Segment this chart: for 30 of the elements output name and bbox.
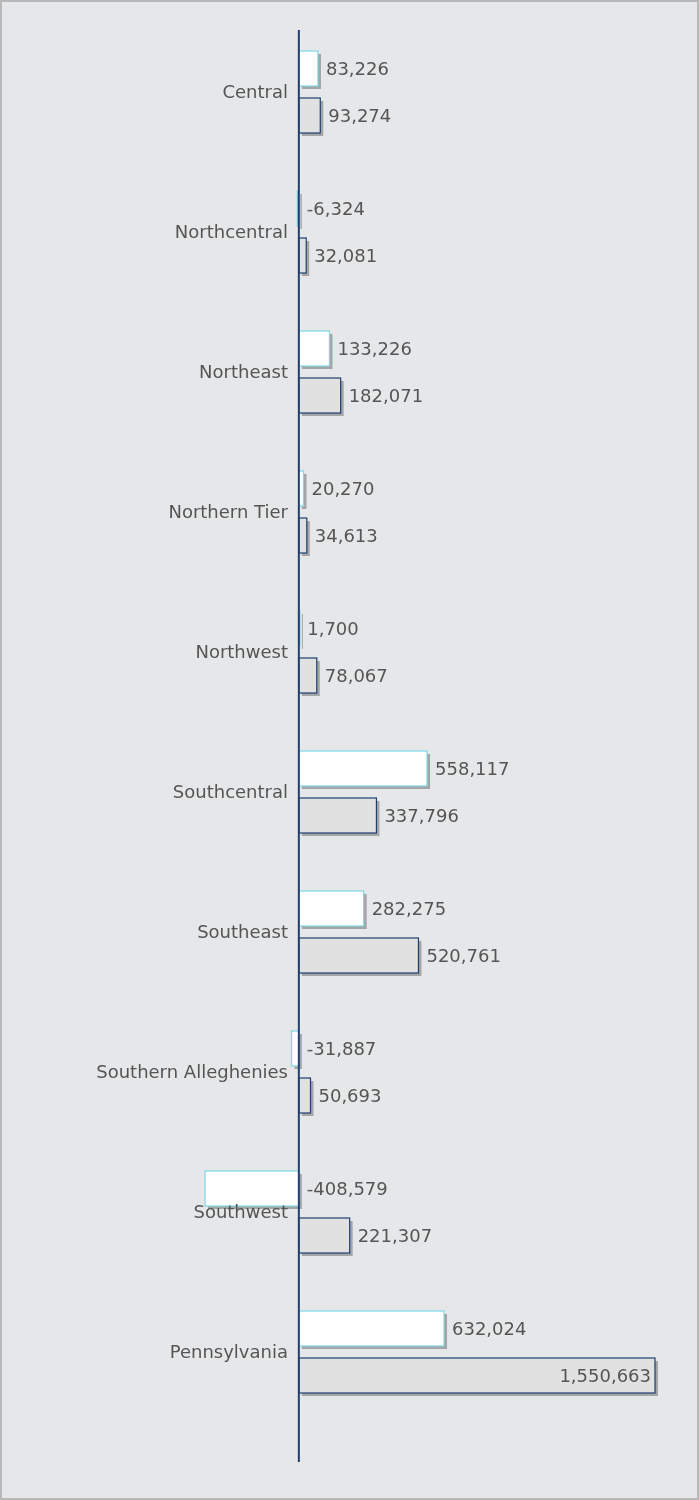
data-label: 1,550,663 [559, 1364, 651, 1386]
data-label: 558,117 [435, 757, 510, 779]
data-label: 20,270 [311, 477, 375, 499]
data-label: 93,274 [328, 104, 392, 126]
data-label: 78,067 [324, 664, 388, 686]
data-label: 32,081 [314, 244, 378, 266]
y-tick-label: Central [222, 81, 288, 103]
data-label: 182,071 [348, 384, 424, 406]
y-tick-label: Southcentral [172, 781, 288, 803]
data-label: -31,887 [306, 1037, 377, 1059]
y-tick-label: Southern Alleghenies [96, 1061, 288, 1083]
data-label: 337,796 [384, 804, 459, 826]
data-label: 83,226 [325, 57, 389, 79]
y-tick-label: Southeast [197, 921, 288, 943]
y-tick-label: Northwest [195, 641, 288, 663]
y-tick-label: Pennsylvania [169, 1341, 288, 1363]
y-tick-label: Northcentral [174, 221, 288, 243]
data-label: -6,324 [306, 197, 365, 219]
y-tick-label: Northeast [199, 361, 288, 383]
data-label: 1,700 [307, 617, 359, 639]
data-label: -408,579 [306, 1177, 388, 1199]
data-label: 133,226 [337, 337, 412, 359]
y-tick-label: Northern Tier [168, 501, 289, 523]
data-label: 520,761 [426, 944, 501, 966]
data-label: 221,307 [357, 1224, 433, 1246]
data-label: 50,693 [318, 1084, 382, 1106]
data-label: 632,024 [452, 1317, 527, 1339]
y-tick-label: Southwest [193, 1201, 288, 1223]
data-label: 282,275 [371, 897, 447, 919]
data-label: 34,613 [314, 524, 378, 546]
